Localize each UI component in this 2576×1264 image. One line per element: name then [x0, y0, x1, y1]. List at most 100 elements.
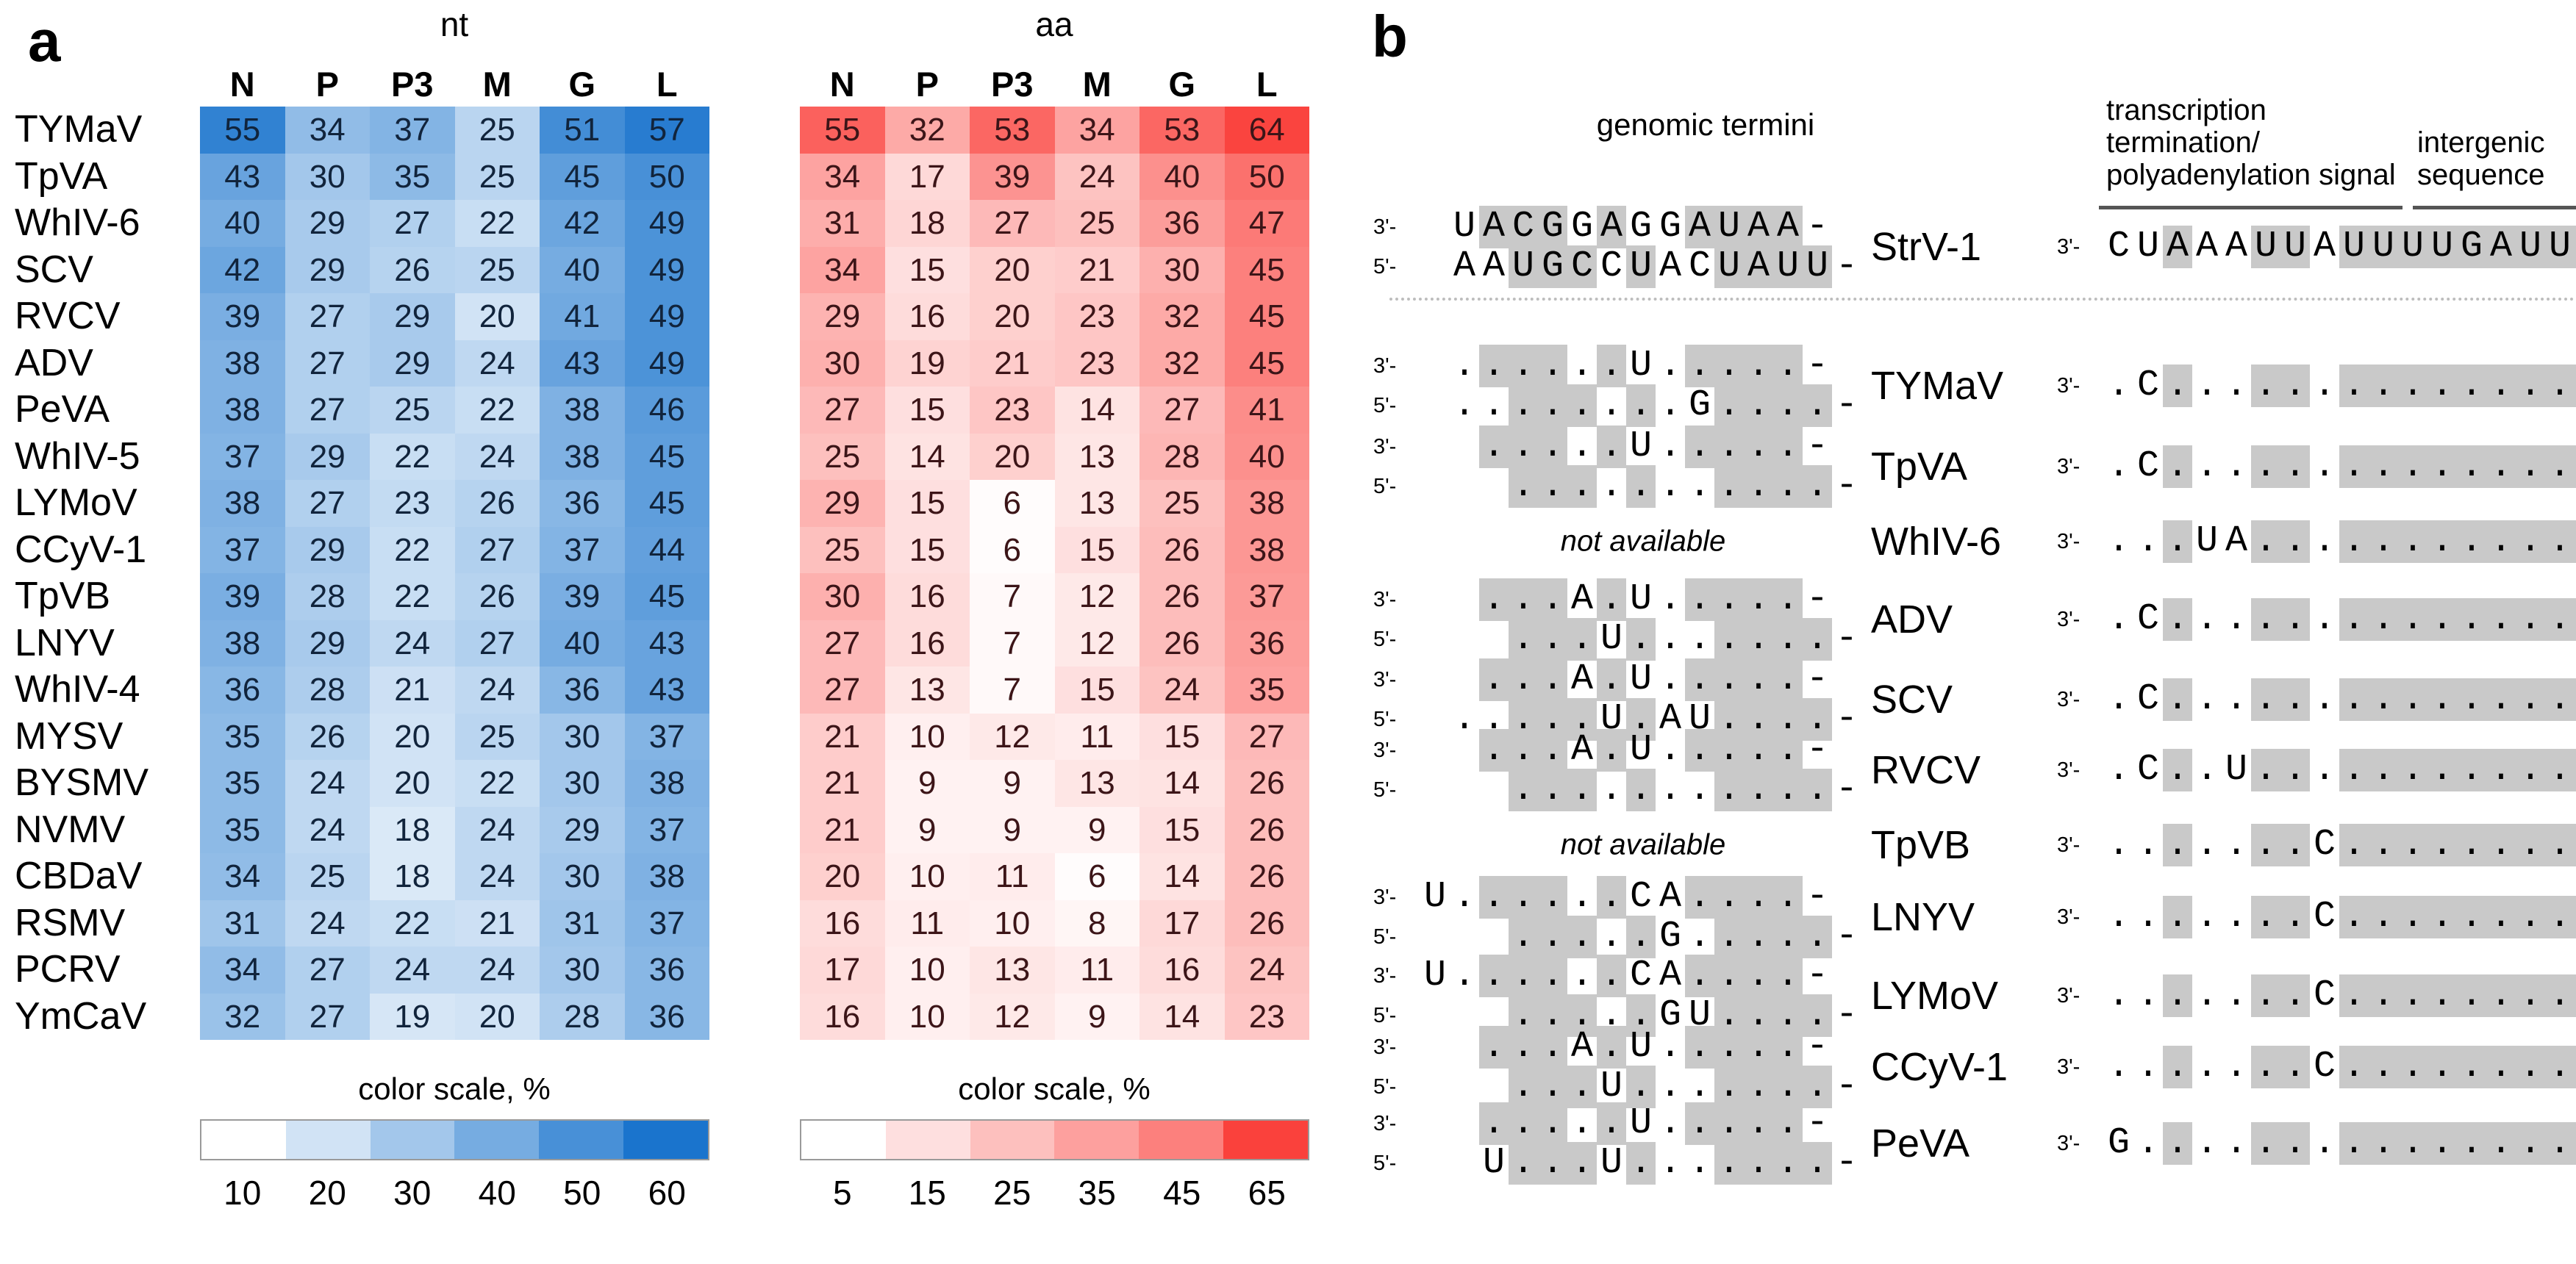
conserved-block-char: .: [2251, 445, 2280, 488]
sequence-char: .: [1659, 465, 1681, 507]
sequence-char: .: [2107, 445, 2130, 487]
conserved-block-char: .: [1773, 1142, 1803, 1185]
conserved-block-char: .: [1538, 1066, 1567, 1108]
heatmap-cell: 34: [1054, 107, 1139, 154]
heatmap-cell: 14: [1054, 387, 1139, 434]
sequence-char: .: [1659, 1026, 1681, 1068]
sequence-char: .: [1453, 955, 1475, 997]
heatmap-cell: 21: [800, 713, 885, 760]
genomic-terminus-3prime-row: 3'- .....U.....-: [1373, 425, 1832, 468]
conserved-block-char: U: [2427, 226, 2457, 268]
heatmap-cell: 22: [454, 200, 540, 247]
heatmap-cell: 7: [970, 573, 1055, 620]
heatmap-cell: 24: [454, 947, 540, 994]
conserved-block-char: .: [2575, 678, 2576, 721]
conserved-block-char: .: [1714, 618, 1744, 661]
conserved-block-char: .: [1597, 345, 1626, 387]
sequence-char: .: [1570, 955, 1593, 997]
scale-segment: [201, 1121, 286, 1159]
heatmap-cell: 36: [1224, 620, 1309, 667]
conserved-block-char: .: [2486, 824, 2516, 866]
conserved-block-char: .: [1538, 465, 1567, 508]
sequence-char: [1479, 465, 1509, 508]
heatmap-cell: 36: [540, 667, 625, 714]
sequence-char: C: [2313, 1046, 2336, 1088]
scale-tick: 40: [478, 1174, 516, 1212]
conserved-block-char: .: [1538, 578, 1567, 621]
heatmap-cell: 24: [454, 340, 540, 387]
heatmap-cell: 47: [1224, 200, 1309, 247]
sequence-char: [1450, 465, 1479, 508]
heatmap-cell: 49: [624, 200, 709, 247]
scale-segment: [454, 1121, 540, 1159]
heatmap-cell: 27: [800, 667, 885, 714]
heatmap-cell: 15: [1054, 667, 1139, 714]
strand-prefix-label: 3'-: [2057, 905, 2081, 929]
heatmap-cell: 27: [454, 526, 540, 573]
sequence-char: C: [2136, 598, 2159, 640]
conserved-block-char: .: [2251, 1122, 2280, 1165]
heatmap-cell: 45: [624, 573, 709, 620]
heatmap-cell: 53: [1139, 107, 1225, 154]
termination-signal-row: 3'-.......C.........: [2057, 974, 2576, 1017]
conserved-block-char: .: [1626, 618, 1656, 661]
heatmap-cell: 11: [1054, 947, 1139, 994]
sequence-char: A: [1453, 245, 1475, 287]
sequence-char: .: [2313, 749, 2336, 791]
conserved-block-char: .: [1744, 345, 1773, 387]
sequence-char: C: [2136, 678, 2159, 720]
sequence-char: .: [2195, 678, 2218, 720]
heatmap-cell: 17: [884, 153, 970, 200]
sequence-char: [1479, 769, 1509, 811]
scale-tick: 50: [563, 1174, 601, 1212]
heatmap-cell: 27: [285, 947, 370, 994]
sequence-char: .: [1659, 769, 1681, 811]
conserved-block-char: .: [2545, 824, 2575, 866]
row-label: MYSV: [10, 713, 200, 760]
heatmap-cell: 51: [540, 107, 625, 154]
heatmap-cell: 20: [970, 433, 1055, 480]
heatmap-cell: 31: [800, 200, 885, 247]
sequence-char: G: [1659, 206, 1681, 248]
sequence-char: -: [1835, 618, 1858, 660]
conserved-block-char: .: [2280, 974, 2310, 1017]
heatmap-cell: 42: [200, 246, 285, 293]
conserved-block-char: .: [2280, 678, 2310, 721]
heatmap-cell: 46: [624, 387, 709, 434]
heatmap-cell: 37: [370, 107, 455, 154]
sequence-char: U: [1423, 955, 1446, 997]
termination-signal-row: 3'-.......C.........: [2057, 1046, 2576, 1088]
nt-scale-bar: [200, 1119, 709, 1160]
conserved-block-char: .: [2251, 974, 2280, 1017]
conserved-block-char: .: [1685, 578, 1714, 621]
sequence-char: .: [2225, 678, 2247, 720]
conserved-block-char: .: [2339, 824, 2369, 866]
aa-heatmap-title: aa: [1035, 5, 1073, 43]
conserved-block-char: .: [2369, 974, 2398, 1017]
conserved-block-char: .: [1685, 955, 1714, 997]
conserved-block-char: .: [1538, 729, 1567, 772]
termination-signal-row: 3'-.C...............: [2057, 365, 2576, 407]
strand-prefix-label: 3'-: [1373, 1111, 1397, 1135]
conserved-block-char: .: [2575, 226, 2576, 268]
conserved-block-char: A: [2163, 226, 2192, 268]
heatmap-cell: 25: [454, 246, 540, 293]
conserved-block-char: .: [2163, 1046, 2192, 1088]
genomic-terminus-5prime-row: 5'- U...U.......-: [1373, 1142, 1861, 1185]
conserved-block-char: .: [2457, 445, 2486, 488]
sequence-char: [1420, 729, 1450, 772]
genomic-terminus-3prime-row: 3'- ...A.U.....-: [1373, 1026, 1832, 1069]
conserved-block-char: .: [2369, 749, 2398, 791]
conserved-block-char: G: [2457, 226, 2486, 268]
sequence-char: A: [1482, 245, 1505, 287]
conserved-block-char: .: [1479, 425, 1509, 468]
heatmap-cell: 8: [1054, 899, 1139, 947]
column-header: N: [200, 62, 285, 107]
conserved-block-char: .: [2575, 365, 2576, 407]
sequence-char: C: [2136, 365, 2159, 406]
conserved-block-char: U: [1626, 245, 1656, 288]
sequence-char: .: [2136, 520, 2159, 562]
heatmap-cell: 35: [200, 760, 285, 807]
conserved-block-char: .: [1567, 384, 1597, 427]
conserved-block-char: .: [2575, 749, 2576, 791]
